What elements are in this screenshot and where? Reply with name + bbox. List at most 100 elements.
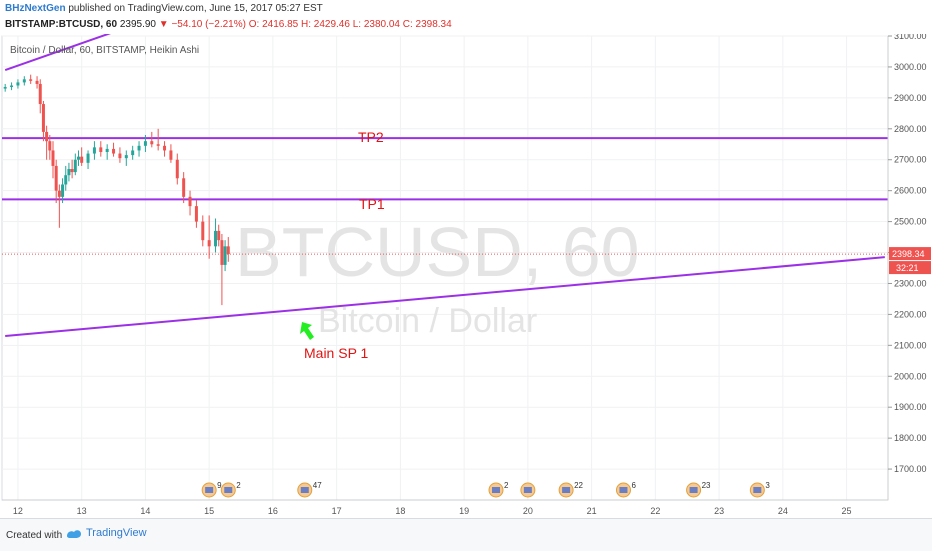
tp1-label: TP1 — [359, 196, 385, 212]
symbol-name: BITSTAMP:BTCUSD, 60 — [5, 19, 118, 30]
candle-body — [16, 82, 20, 86]
countdown-tag — [889, 261, 931, 275]
event-count: 3 — [765, 481, 770, 490]
event-count: 2 — [236, 481, 241, 490]
footer: Created with TradingView — [0, 518, 932, 551]
chart-grid — [1, 35, 889, 501]
candle-body — [207, 240, 211, 247]
candle-body — [226, 246, 230, 255]
event-flag-icon — [562, 487, 571, 493]
tradingview-brand: TradingView — [86, 527, 147, 539]
time-tick-label: 22 — [650, 506, 660, 516]
ohlc-values: O: 2416.85 H: 2429.46 L: 2380.04 C: 2398… — [248, 19, 452, 30]
time-tick-label: 23 — [714, 506, 724, 516]
candle-body — [223, 246, 227, 265]
candle-body — [194, 206, 198, 222]
candle-body — [131, 150, 135, 156]
candle-body — [137, 145, 141, 151]
tradingview-icon — [67, 530, 81, 538]
price-axis: 1700.00 1800.00 1900.00 2000.00 2100.00 2200.… — [887, 34, 931, 500]
candle-body — [3, 87, 7, 89]
series-label: Bitcoin / Dollar, 60, BITSTAMP, Heikin A… — [10, 45, 200, 56]
event-flag-icon — [619, 487, 628, 493]
created-with-text: Created with — [6, 530, 63, 541]
candle-body — [150, 141, 154, 145]
event-count: 2 — [504, 481, 509, 490]
price-tick-label: 2800.00 — [894, 124, 927, 134]
price-tick-label: 1900.00 — [894, 402, 927, 412]
candle-body — [99, 147, 103, 152]
time-tick-label: 20 — [523, 506, 533, 516]
event-count: 22 — [574, 481, 583, 490]
trend-line — [5, 256, 885, 338]
candle-body — [22, 79, 26, 83]
candle-body — [118, 153, 122, 159]
symbol-line: BITSTAMP:BTCUSD, 60 2395.90 ▼ −54.10 (−2… — [5, 19, 452, 30]
price-tick-label: 2600.00 — [894, 186, 927, 196]
last-price-value: 2398.34 — [892, 249, 925, 259]
time-tick-label: 12 — [13, 506, 23, 516]
event-count: 6 — [631, 481, 636, 490]
tradingview-logo[interactable]: TradingView — [66, 527, 147, 539]
price-tick-label: 2700.00 — [894, 155, 927, 165]
drawing-lines — [2, 34, 888, 338]
time-tick-label: 13 — [77, 506, 87, 516]
main-sp-label: Main SP 1 — [304, 345, 369, 361]
time-tick-label: 18 — [395, 506, 405, 516]
event-flag-icon — [224, 487, 233, 493]
time-tick-label: 14 — [140, 506, 150, 516]
time-tick-label: 17 — [332, 506, 342, 516]
candle-body — [86, 153, 90, 163]
candle-body — [156, 144, 160, 146]
event-count: 9 — [217, 481, 222, 490]
published-text: published on TradingView.com, June 15, 2… — [68, 3, 323, 14]
event-flag-icon — [205, 487, 214, 493]
price-chart[interactable]: BTCUSD, 60 Bitcoin / Dollar 1700.00 1800.… — [0, 34, 932, 518]
candle-body — [163, 145, 167, 151]
time-tick-label: 16 — [268, 506, 278, 516]
time-tick-label: 21 — [587, 506, 597, 516]
watermark-symbol: BTCUSD, 60 — [235, 213, 640, 291]
candle-body — [80, 156, 84, 163]
price-tick-label: 2200.00 — [894, 309, 927, 319]
event-count: 23 — [702, 481, 711, 490]
price-tick-label: 1800.00 — [894, 433, 927, 443]
publisher-line: BHzNextGen published on TradingView.com,… — [5, 3, 323, 14]
last-price-tag — [889, 247, 931, 261]
candle-body — [64, 175, 68, 185]
candle-body — [214, 230, 218, 247]
candle-body — [29, 79, 33, 81]
candle-body — [73, 159, 77, 173]
candle-body — [41, 104, 45, 132]
candle-body — [188, 196, 192, 207]
watermark-name: Bitcoin / Dollar — [318, 302, 537, 340]
time-tick-label: 19 — [459, 506, 469, 516]
price-tick-label: 2300.00 — [894, 278, 927, 288]
candle-body — [51, 150, 55, 166]
countdown-value: 32:21 — [896, 263, 919, 273]
time-tick-label: 25 — [842, 506, 852, 516]
candle-body — [10, 85, 14, 88]
event-flag-icon — [523, 487, 532, 493]
time-tick-label: 24 — [778, 506, 788, 516]
last-price: 2395.90 — [119, 19, 156, 30]
candle-body — [54, 165, 58, 191]
event-count: 47 — [313, 481, 322, 490]
candle-body — [45, 131, 49, 142]
candle-body — [143, 141, 147, 146]
candle-body — [92, 147, 96, 154]
candle-body — [61, 184, 65, 197]
down-arrow-icon: ▼ — [158, 19, 169, 30]
event-flag-icon — [491, 487, 500, 493]
tp2-label: TP2 — [358, 129, 384, 145]
candle-body — [57, 190, 61, 197]
event-markers: 9 2 47 2 22 6 23 3 — [201, 481, 770, 498]
candles — [3, 74, 230, 306]
trend-line — [4, 34, 111, 71]
time-tick-label: 15 — [204, 506, 214, 516]
price-tick-label: 3100.00 — [894, 34, 927, 41]
candle-body — [220, 240, 224, 265]
author-link[interactable]: BHzNextGen — [5, 3, 66, 14]
price-tick-label: 2900.00 — [894, 93, 927, 103]
candle-body — [76, 156, 80, 160]
